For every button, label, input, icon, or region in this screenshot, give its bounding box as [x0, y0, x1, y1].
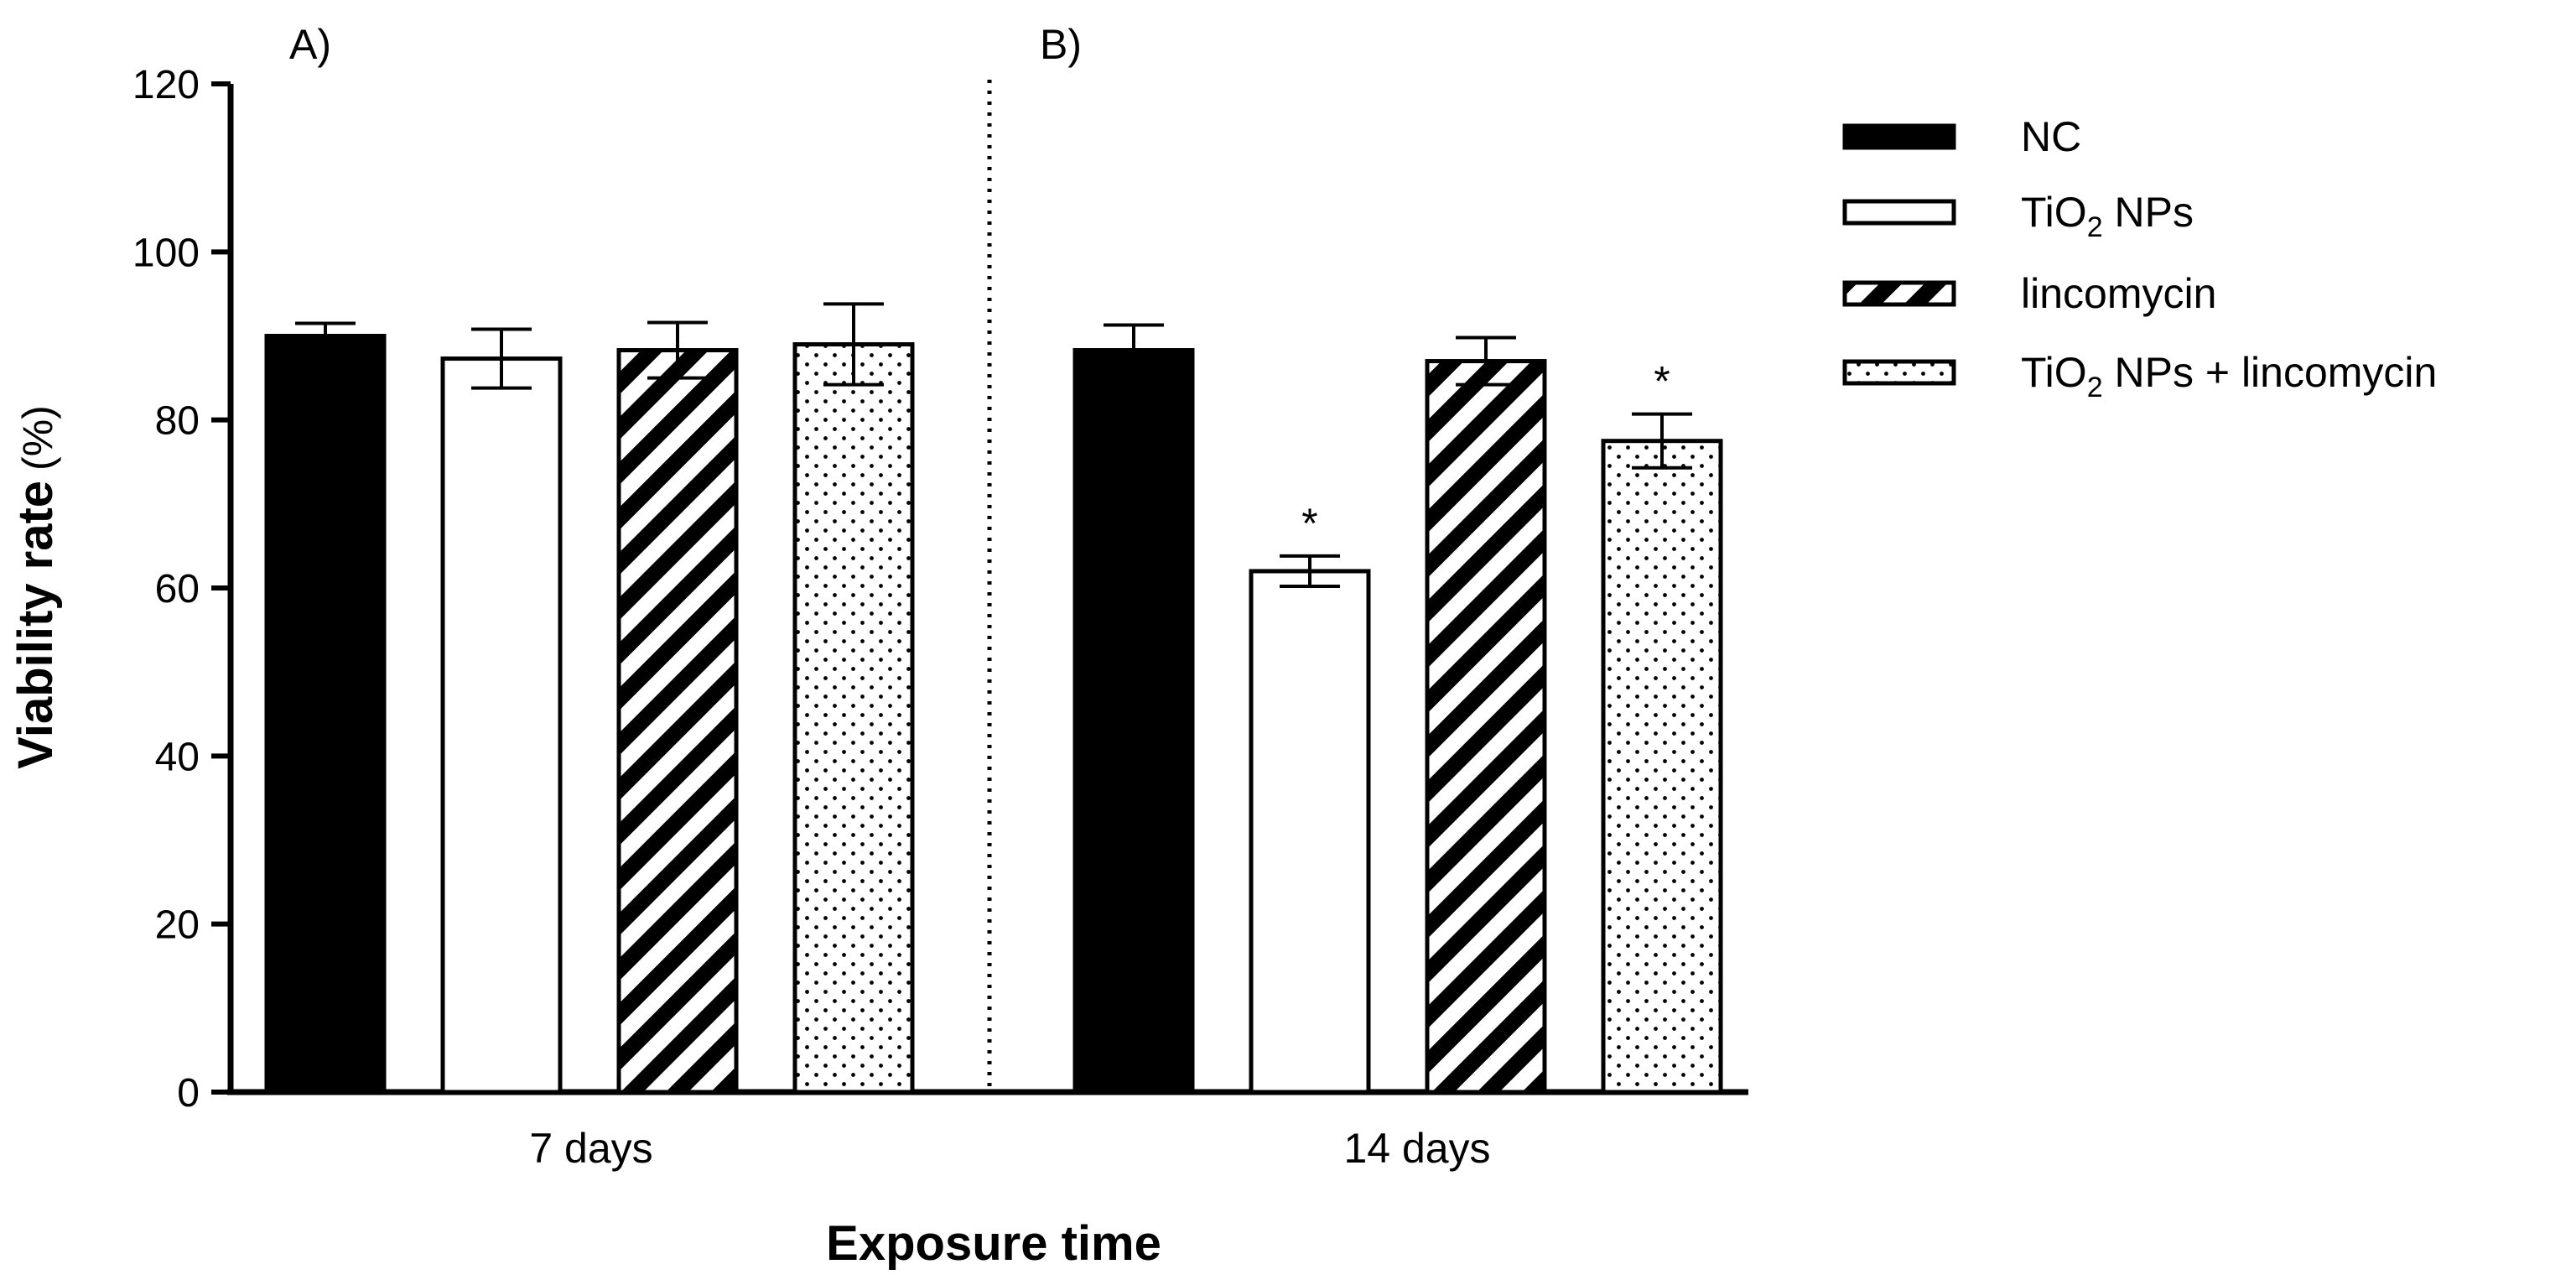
y-tick-label: 0	[177, 1071, 200, 1116]
y-tick-label: 40	[155, 735, 200, 779]
error-bar-0-0	[295, 321, 356, 351]
bar-3-1	[1601, 439, 1723, 1095]
y-tick-label: 120	[132, 63, 200, 107]
bar-2-0	[616, 348, 739, 1095]
legend-label-3: TiO2 NPs + lincomycin	[2021, 349, 2437, 403]
y-axis-ticks: 0 20 40 60 80 100 120	[132, 63, 231, 1116]
y-tick-label: 60	[155, 567, 200, 611]
bar-0-0	[264, 334, 387, 1095]
panel-label-b: B)	[1040, 21, 1082, 68]
bar-0-1	[1072, 348, 1195, 1095]
error-bar-1-0	[471, 327, 532, 390]
error-bar-3-1	[1632, 412, 1692, 470]
error-bar-3-0	[823, 302, 884, 387]
error-bar-1-1	[1280, 554, 1340, 588]
legend-swatch-0	[1842, 123, 1956, 150]
error-bar-2-0	[647, 320, 708, 380]
error-bar-2-1	[1456, 336, 1516, 387]
legend-label-0: NC	[2021, 113, 2081, 160]
y-axis-title: Viability rate (%)	[8, 405, 63, 769]
category-label-14-days: 14 days	[1343, 1125, 1490, 1172]
y-tick-label: 20	[155, 903, 200, 948]
legend-label-2: lincomycin	[2021, 270, 2216, 317]
error-bar-0-1	[1104, 323, 1164, 377]
y-axis-title-unit: (%)	[14, 405, 61, 471]
legend-swatch-1	[1842, 199, 1956, 226]
bars: **	[264, 302, 1723, 1095]
legend-label-1: TiO2 NPs	[2021, 189, 2194, 243]
y-axis-title-main: Viability rate	[8, 481, 63, 769]
legend: NC TiO2 NPs lincomycin TiO2 NPs + lincomyci…	[1842, 113, 2437, 403]
legend-swatch-2	[1842, 280, 1956, 307]
x-axis-title: Exposure time	[826, 1216, 1161, 1271]
legend-swatch-3	[1842, 359, 1956, 386]
y-tick-label: 100	[132, 231, 200, 275]
bar-3-0	[792, 342, 915, 1095]
y-tick-label: 80	[155, 399, 200, 444]
category-label-7-days: 7 days	[529, 1125, 652, 1172]
bar-1-1	[1249, 569, 1371, 1095]
bar-2-1	[1425, 359, 1547, 1095]
chart-labels: A) B) 7 days 14 days Exposure time Viabi…	[8, 21, 1491, 1271]
panel-label-a: A)	[289, 21, 331, 68]
significance-marker: *	[1301, 500, 1317, 547]
bar-1-0	[440, 356, 563, 1095]
significance-marker: *	[1654, 358, 1670, 405]
